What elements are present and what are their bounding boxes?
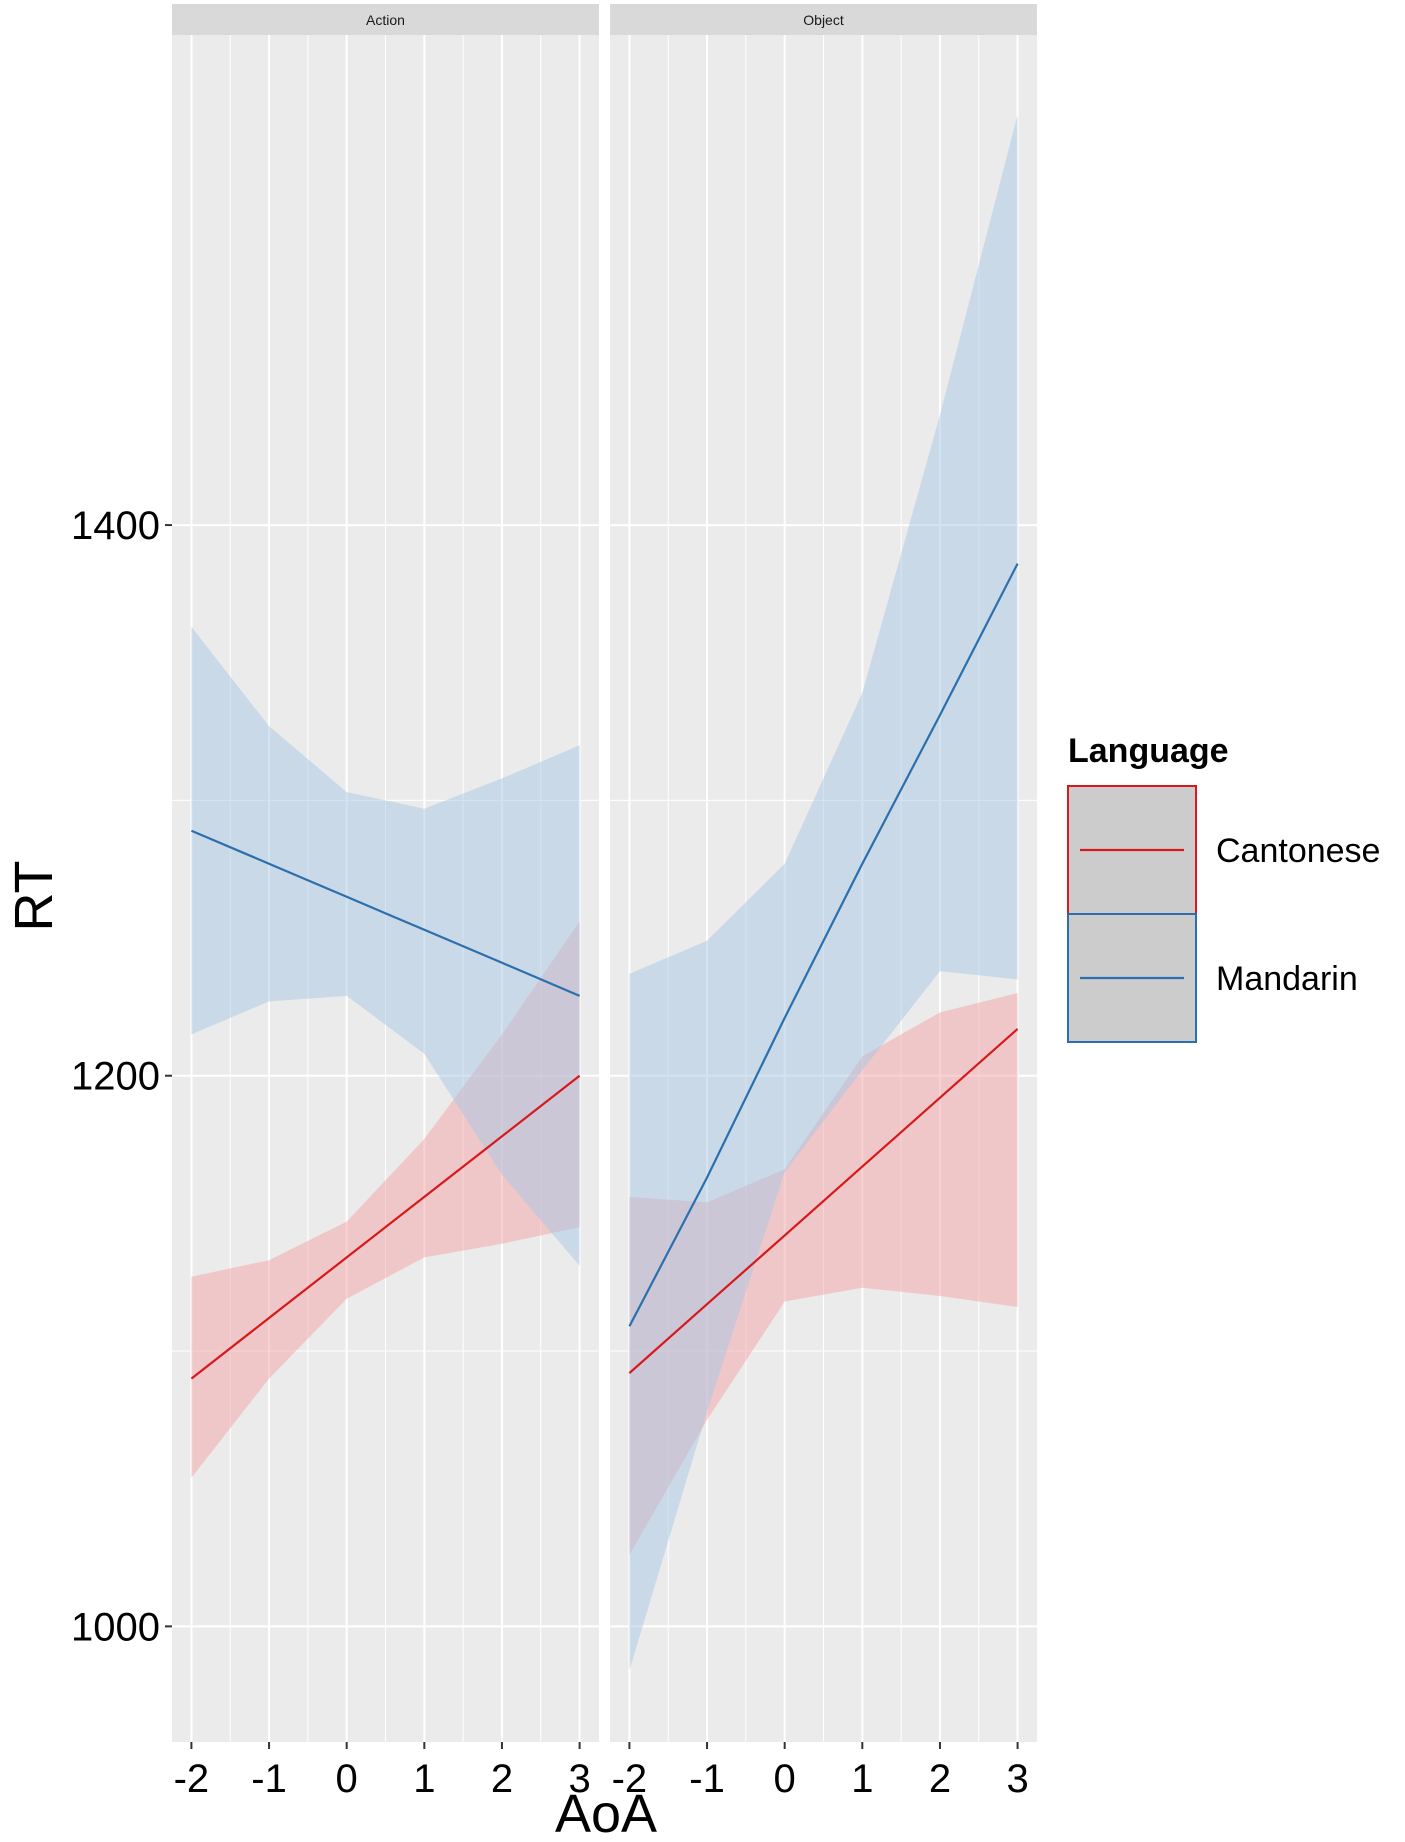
x-tick-label: 3 bbox=[1006, 1757, 1028, 1801]
confidence-band-cantonese bbox=[191, 921, 580, 1478]
x-axis: -2 -1 0 1 2 3 -2 -1 0 1 2 3 bbox=[174, 1742, 1029, 1801]
x-tick-label: 0 bbox=[774, 1757, 796, 1801]
legend-item-mandarin: Mandarin bbox=[1067, 913, 1358, 1043]
y-tick-label: 1000 bbox=[71, 1605, 160, 1649]
series-line-cantonese bbox=[190, 1074, 581, 1380]
legend-title: Language bbox=[1068, 732, 1229, 770]
series-line-cantonese bbox=[628, 1028, 1019, 1374]
legend-item-cantonese: Cantonese bbox=[1067, 785, 1380, 915]
x-tick-label: 0 bbox=[336, 1757, 358, 1801]
y-tick-label: 1200 bbox=[71, 1055, 160, 1099]
x-tick-label: -2 bbox=[612, 1757, 648, 1801]
panels-layer: Action Object bbox=[172, 4, 1037, 1742]
legend-label: Mandarin bbox=[1216, 960, 1358, 998]
confidence-band-mandarin bbox=[629, 114, 1018, 1671]
facet-strip-label: Object bbox=[803, 12, 844, 28]
facet-strip-label: Action bbox=[366, 12, 405, 28]
confidence-band-mandarin bbox=[191, 626, 580, 1266]
facet-strip bbox=[172, 4, 599, 35]
x-tick-label: 2 bbox=[929, 1757, 951, 1801]
x-tick-label: -2 bbox=[174, 1757, 210, 1801]
x-tick-label: 3 bbox=[568, 1757, 590, 1801]
y-axis: 1000 1200 1400 bbox=[71, 504, 172, 1649]
facet-panel-object: Object bbox=[610, 4, 1037, 1742]
x-tick-label: 1 bbox=[413, 1757, 435, 1801]
y-tick-label: 1400 bbox=[71, 504, 160, 548]
series-line-mandarin bbox=[190, 829, 581, 997]
series-line-mandarin bbox=[628, 563, 1019, 1327]
legend: Language Cantonese Mandarin bbox=[1067, 732, 1380, 1043]
y-axis-title: RT bbox=[4, 860, 64, 931]
facet-strip bbox=[610, 4, 1037, 35]
x-tick-label: 2 bbox=[491, 1757, 513, 1801]
x-tick-label: -1 bbox=[689, 1757, 725, 1801]
x-axis-title: AoA bbox=[555, 1784, 657, 1842]
facet-panel-action: Action bbox=[172, 4, 599, 1742]
x-tick-label: -1 bbox=[251, 1757, 287, 1801]
confidence-band-cantonese bbox=[629, 993, 1018, 1555]
legend-label: Cantonese bbox=[1216, 832, 1380, 870]
x-tick-label: 1 bbox=[851, 1757, 873, 1801]
